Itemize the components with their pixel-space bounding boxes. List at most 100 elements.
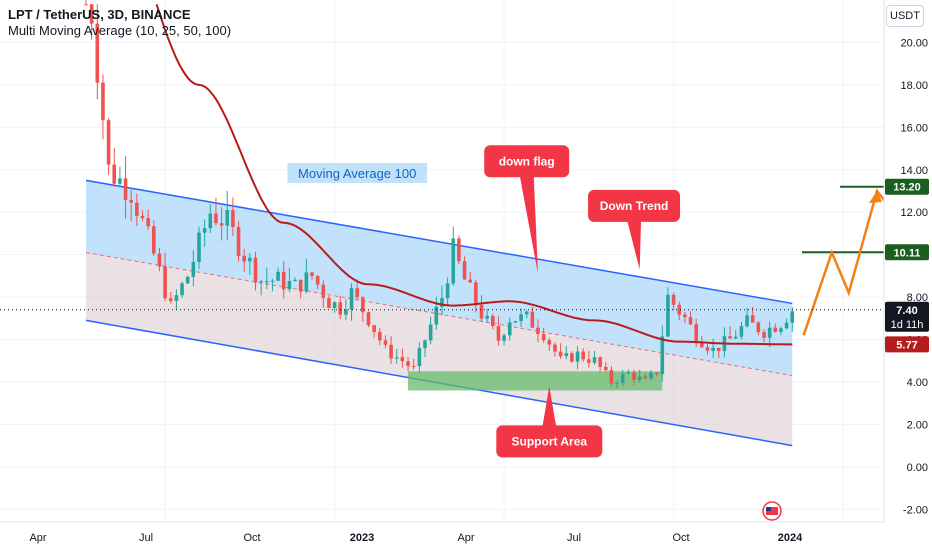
candle-body bbox=[700, 342, 704, 348]
candle-body bbox=[101, 82, 105, 121]
level-price-label: 10.11 bbox=[894, 247, 921, 259]
time-tick-label: 2023 bbox=[350, 532, 374, 544]
candle-body bbox=[185, 276, 190, 284]
candle-body bbox=[688, 317, 693, 325]
candle-body bbox=[304, 272, 309, 292]
price-tick-label: 18.00 bbox=[900, 80, 928, 92]
candle-body bbox=[383, 340, 388, 345]
time-tick-label: Apr bbox=[29, 532, 46, 544]
candle-body bbox=[163, 266, 167, 299]
candle-body bbox=[632, 372, 636, 380]
price-tick-label: 0.00 bbox=[907, 462, 928, 474]
candle-body bbox=[180, 283, 184, 296]
candle-body bbox=[767, 327, 772, 338]
candle-body bbox=[349, 288, 354, 310]
candle-body bbox=[411, 365, 416, 367]
candle-body bbox=[666, 294, 670, 337]
candle-body bbox=[242, 255, 246, 262]
candle-body bbox=[214, 213, 218, 224]
candle-body bbox=[89, 4, 94, 24]
candle-body bbox=[394, 357, 399, 359]
candle-body bbox=[168, 298, 173, 301]
price-tag bbox=[885, 336, 929, 353]
price-tick-label: 4.00 bbox=[907, 377, 928, 389]
callout-text: Down Trend bbox=[600, 199, 669, 213]
candle-body bbox=[361, 297, 365, 313]
price-tick-label: 8.00 bbox=[907, 292, 928, 304]
candle-body bbox=[191, 261, 196, 277]
candle-body bbox=[530, 311, 535, 328]
price-axis-background bbox=[884, 0, 932, 550]
candle-body bbox=[553, 344, 557, 352]
candle-body bbox=[118, 178, 122, 184]
indicator-legend: Multi Moving Average (10, 25, 50, 100) bbox=[8, 23, 232, 38]
candle-body bbox=[491, 315, 495, 327]
candle-body bbox=[784, 322, 789, 329]
candle-body bbox=[315, 275, 320, 285]
channel-midline bbox=[85, 252, 793, 377]
candle-body bbox=[581, 351, 585, 360]
candle-body bbox=[202, 228, 207, 233]
candle-body bbox=[575, 351, 580, 362]
candle-body bbox=[129, 199, 133, 203]
candle-body bbox=[547, 340, 552, 345]
candle-body bbox=[259, 281, 263, 283]
candle-body bbox=[417, 348, 422, 367]
candle-body bbox=[197, 232, 201, 262]
candle-body bbox=[451, 238, 456, 284]
callout-box bbox=[496, 425, 603, 458]
time-tick-label: 2024 bbox=[778, 532, 803, 544]
candle-body bbox=[615, 382, 619, 384]
candle-body bbox=[519, 314, 523, 322]
price-tag-label: 7.40 bbox=[896, 305, 917, 317]
symbol-title: LPT / TetherUS, 3D, BINANCE bbox=[8, 7, 191, 22]
level-price-label: 13.20 bbox=[893, 182, 921, 194]
price-tag bbox=[885, 301, 929, 332]
level-price-tag bbox=[885, 244, 929, 261]
price-tick-label: 12.00 bbox=[900, 207, 928, 219]
candle-body bbox=[276, 271, 280, 281]
candle-body bbox=[174, 295, 179, 301]
callout-pointer bbox=[519, 175, 538, 274]
currency-button[interactable]: USDT bbox=[886, 5, 924, 27]
time-tick-label: Jul bbox=[567, 532, 581, 544]
candle-body bbox=[366, 312, 371, 326]
price-tick-label: 16.00 bbox=[900, 122, 928, 134]
callout-box bbox=[588, 189, 681, 222]
candle-body bbox=[773, 327, 778, 332]
candle-body bbox=[135, 202, 139, 216]
channel-upper-line bbox=[85, 179, 793, 305]
price-tick-label: 20.00 bbox=[900, 37, 928, 49]
moving-average-100-line bbox=[155, 3, 793, 346]
candle-body bbox=[270, 280, 275, 282]
callout-text: Support Area bbox=[512, 434, 588, 448]
candle-body bbox=[570, 353, 574, 362]
candle-body bbox=[513, 321, 518, 323]
candle-body bbox=[157, 253, 162, 267]
candle-body bbox=[643, 376, 648, 379]
candle-body bbox=[694, 324, 698, 343]
candle-body bbox=[84, 4, 88, 6]
event-flag-stripes bbox=[766, 507, 778, 515]
candle-body bbox=[779, 328, 783, 332]
candle-body bbox=[620, 373, 625, 383]
candle-body bbox=[310, 272, 314, 276]
candle-body bbox=[683, 314, 687, 318]
candle-body bbox=[123, 178, 128, 200]
support-area-zone bbox=[408, 371, 663, 391]
candle-body bbox=[587, 359, 591, 363]
candle-body bbox=[344, 309, 348, 315]
annotation-label-box bbox=[287, 163, 427, 183]
candle-body bbox=[502, 335, 506, 341]
candle-body bbox=[265, 281, 269, 283]
candle-body bbox=[462, 261, 467, 280]
candle-body bbox=[745, 315, 749, 327]
candle-body bbox=[378, 331, 382, 341]
candle-body bbox=[440, 298, 444, 307]
candle-body bbox=[298, 279, 303, 292]
event-flag-canton bbox=[766, 507, 771, 511]
candle-body bbox=[485, 315, 489, 319]
time-tick-label: Oct bbox=[672, 532, 689, 544]
callout-text: down flag bbox=[499, 154, 555, 168]
